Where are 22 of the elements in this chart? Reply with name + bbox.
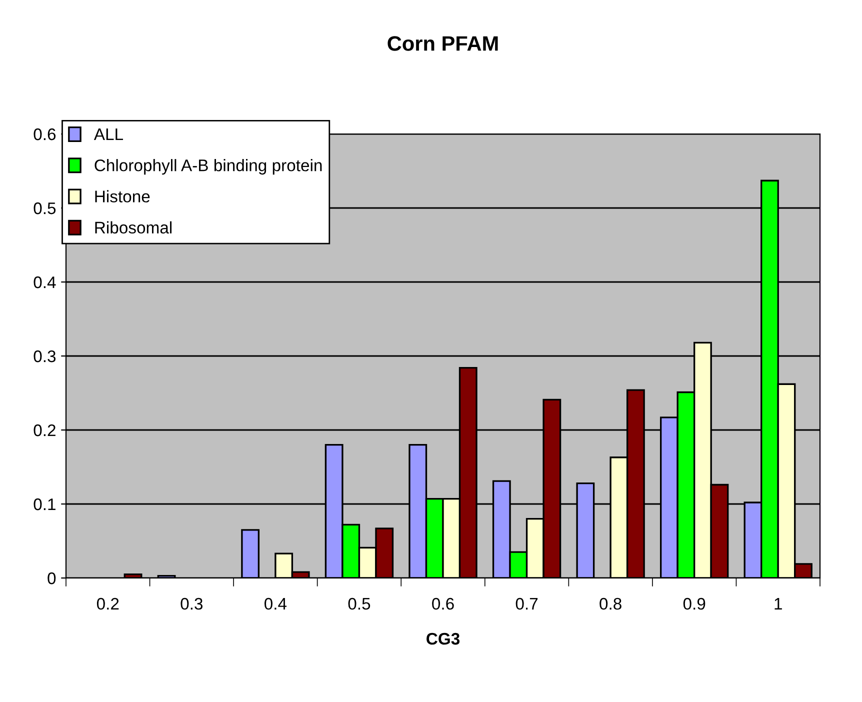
legend-label: ALL (94, 128, 123, 140)
legend-label: Histone (95, 190, 150, 202)
y-tick-label: 0.4 (34, 276, 56, 288)
x-tick-label: 0.3 (180, 598, 203, 610)
y-tick-label: 0.6 (34, 128, 56, 140)
x-tick-label: 0.5 (348, 598, 370, 610)
legend-label: Ribosomal (95, 221, 172, 234)
x-tick-label: 0.4 (264, 598, 287, 610)
chart-title: Corn PFAM (388, 36, 498, 51)
x-tick-label: 1 (774, 598, 782, 610)
x-tick-label: 0.9 (683, 598, 706, 610)
y-tick-label: 0.1 (34, 498, 56, 510)
x-tick-label: 0.7 (516, 598, 538, 610)
x-tick-label: 0.6 (432, 598, 454, 610)
y-tick-label: 0.2 (34, 424, 56, 436)
x-axis-title: CG3 (426, 632, 460, 645)
x-tick-label: 0.8 (600, 598, 622, 610)
x-tick-label: 0.2 (96, 598, 119, 610)
y-tick-label: 0.5 (34, 202, 56, 214)
legend-label: Chlorophyll A-B binding protein (94, 159, 322, 175)
y-tick-label: 0 (48, 572, 56, 584)
y-tick-label: 0.3 (34, 350, 56, 362)
